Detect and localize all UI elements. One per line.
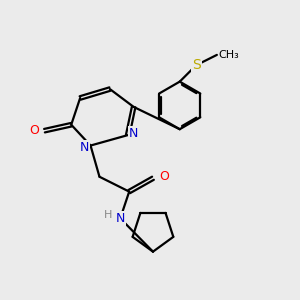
Text: N: N	[80, 140, 89, 154]
Text: S: S	[192, 58, 200, 72]
Text: O: O	[29, 124, 39, 137]
Text: N: N	[116, 212, 125, 225]
Text: O: O	[159, 170, 169, 183]
Text: CH₃: CH₃	[218, 50, 239, 60]
Text: H: H	[103, 210, 112, 220]
Text: N: N	[129, 127, 139, 140]
